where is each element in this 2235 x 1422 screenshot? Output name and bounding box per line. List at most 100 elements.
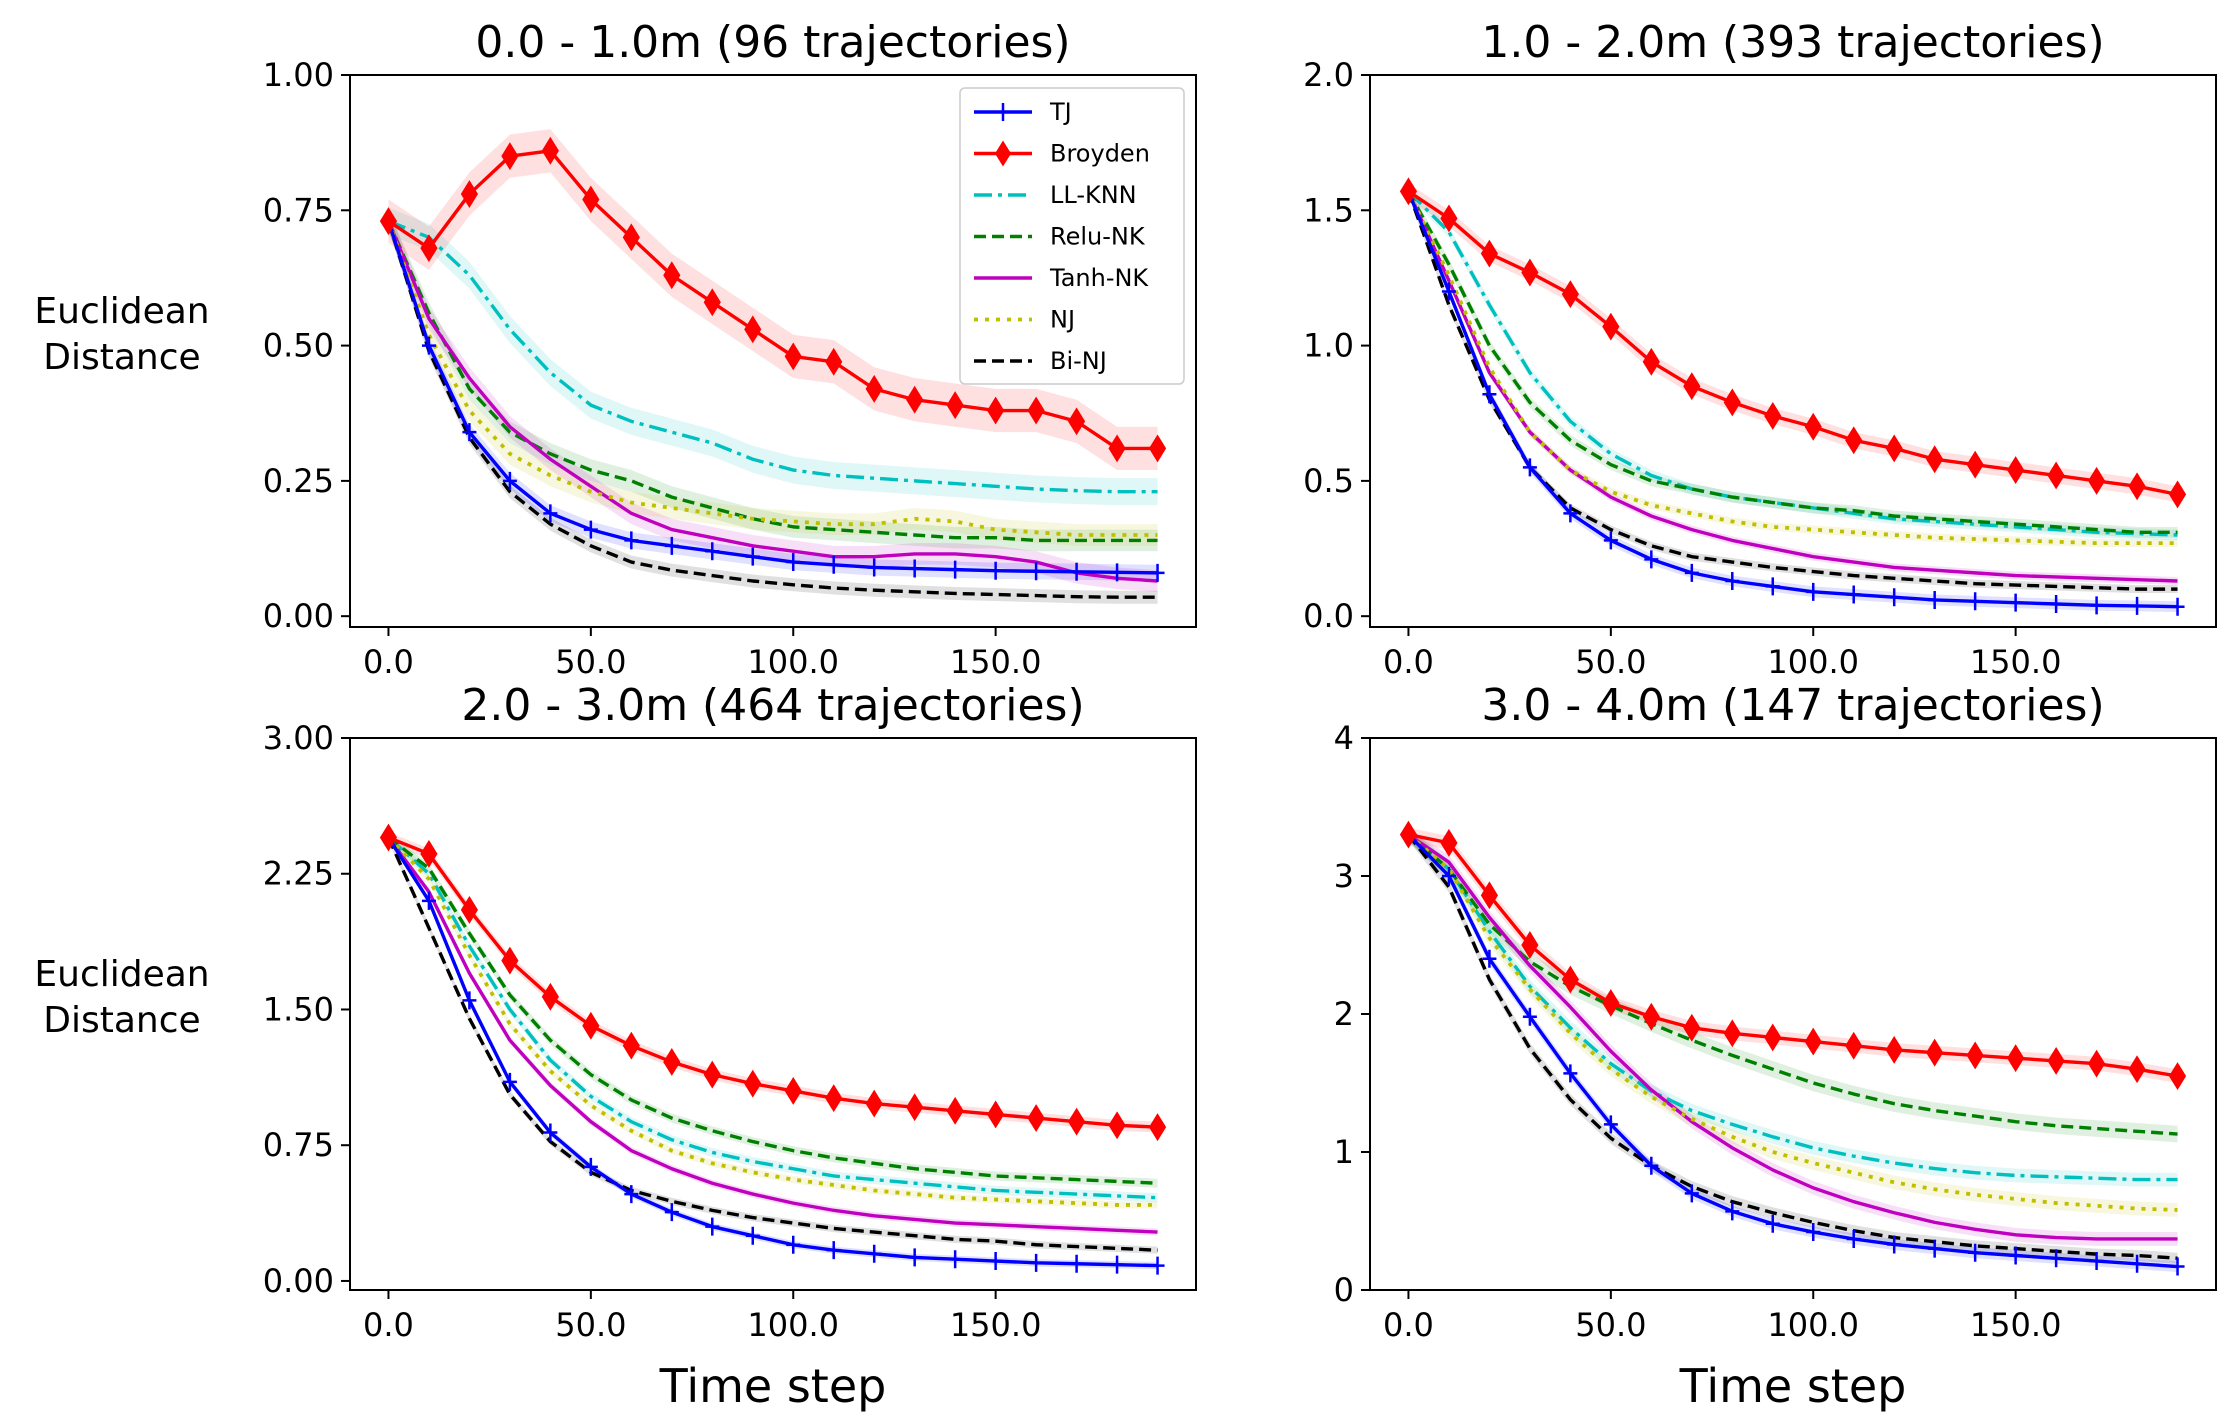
data-point-tj bbox=[1846, 1229, 1861, 1248]
series-line-bi-nj bbox=[386, 836, 1158, 1252]
legend-label-ll-knn: LL-KNN bbox=[1050, 181, 1137, 209]
data-point-broyden bbox=[1845, 426, 1863, 455]
data-point-tj bbox=[1110, 1255, 1125, 1274]
data-point-tj bbox=[462, 423, 477, 442]
data-point-broyden bbox=[865, 1089, 883, 1118]
data-point-broyden bbox=[987, 396, 1005, 425]
data-point-tj bbox=[2089, 1252, 2104, 1271]
plot-area bbox=[379, 823, 1167, 1275]
data-point-broyden bbox=[1027, 1104, 1045, 1133]
data-point-broyden bbox=[460, 180, 478, 209]
legend-marker-broyden bbox=[995, 140, 1011, 167]
y-tick-label: 2.0 bbox=[1303, 56, 1354, 94]
data-point-tj bbox=[543, 1123, 558, 1142]
data-point-tj bbox=[502, 471, 517, 490]
data-point-tj bbox=[1029, 562, 1044, 581]
y-tick-label: 1.5 bbox=[1303, 191, 1354, 229]
data-point-tj bbox=[745, 1226, 760, 1245]
data-point-broyden bbox=[784, 1076, 802, 1105]
y-tick-label: 1.50 bbox=[263, 990, 334, 1028]
y-tick-label: 4 bbox=[1334, 719, 1354, 757]
data-point-tj bbox=[1644, 550, 1659, 569]
data-point-broyden bbox=[2088, 466, 2106, 495]
data-point-broyden bbox=[987, 1100, 1005, 1129]
series-line-ll-knn bbox=[387, 219, 1158, 494]
data-point-tj bbox=[1968, 1243, 1983, 1262]
x-tick-label: 0.0 bbox=[1383, 1306, 1434, 1344]
data-point-broyden bbox=[1966, 450, 1984, 479]
data-point-broyden bbox=[1602, 989, 1620, 1017]
confidence-band-ll-knn bbox=[388, 207, 1158, 506]
data-point-tj bbox=[1150, 1256, 1165, 1275]
y-tick-label: 3 bbox=[1334, 857, 1354, 895]
data-point-tj bbox=[988, 561, 1003, 580]
data-point-broyden bbox=[2168, 1062, 2187, 1091]
legend-label-nj: NJ bbox=[1050, 306, 1075, 334]
y-tick-label: 1.00 bbox=[263, 56, 334, 94]
data-point-tj bbox=[1522, 458, 1537, 477]
y-tick-label: 1 bbox=[1334, 1133, 1354, 1171]
chart-title: 2.0 - 3.0m (464 trajectories) bbox=[461, 680, 1084, 731]
data-point-broyden bbox=[420, 234, 438, 263]
data-point-broyden bbox=[582, 185, 600, 214]
x-tick-label: 0.0 bbox=[363, 1306, 414, 1344]
data-point-broyden bbox=[1885, 434, 1903, 463]
series-line-relu-nk bbox=[386, 220, 1158, 543]
y-tick-label: 0.5 bbox=[1303, 462, 1354, 500]
data-point-broyden bbox=[744, 315, 762, 344]
data-point-broyden bbox=[825, 1084, 843, 1113]
data-point-broyden bbox=[1108, 1111, 1126, 1140]
data-point-broyden bbox=[420, 839, 438, 868]
data-point-broyden bbox=[2047, 1046, 2065, 1075]
data-point-broyden bbox=[2007, 1044, 2025, 1073]
series-line-tanh-nk bbox=[1407, 833, 2178, 1241]
data-point-broyden bbox=[1642, 347, 1660, 376]
x-tick-label: 150.0 bbox=[1970, 643, 2062, 681]
data-point-broyden bbox=[1723, 1019, 1741, 1048]
data-point-tj bbox=[2130, 596, 2145, 615]
data-point-tj bbox=[1603, 1115, 1618, 1134]
data-point-tj bbox=[1765, 1214, 1780, 1233]
data-point-tj bbox=[2170, 597, 2185, 616]
data-point-tj bbox=[1684, 1184, 1699, 1203]
data-point-tj bbox=[907, 559, 922, 578]
series-line-bi-nj bbox=[1407, 833, 2178, 1260]
data-point-tj bbox=[2170, 1257, 2185, 1276]
x-axis-label: Time step bbox=[659, 1359, 887, 1413]
data-point-tj bbox=[1482, 385, 1497, 404]
data-point-tj bbox=[421, 891, 436, 910]
data-point-broyden bbox=[1440, 204, 1458, 233]
y-tick-label: 3.00 bbox=[263, 719, 334, 757]
data-point-tj bbox=[421, 336, 436, 355]
confidence-band-relu-nk bbox=[1408, 826, 2178, 1143]
data-point-tj bbox=[583, 1157, 598, 1176]
data-point-broyden bbox=[1068, 407, 1086, 436]
data-point-tj bbox=[664, 536, 679, 555]
data-point-broyden bbox=[1440, 828, 1458, 857]
series-line-bi-nj bbox=[386, 220, 1158, 599]
data-point-broyden bbox=[2128, 1055, 2146, 1084]
data-point-tj bbox=[786, 1235, 801, 1254]
data-point-broyden bbox=[2007, 456, 2025, 485]
data-point-tj bbox=[1069, 1254, 1084, 1273]
data-point-tj bbox=[907, 1248, 922, 1267]
data-point-broyden bbox=[1561, 965, 1579, 994]
data-point-tj bbox=[1968, 592, 1983, 611]
series-line-tanh-nk bbox=[387, 836, 1158, 1234]
legend-label-tj: TJ bbox=[1049, 98, 1072, 126]
data-point-tj bbox=[1563, 504, 1578, 523]
data-point-tj bbox=[745, 547, 760, 566]
data-point-tj bbox=[1887, 588, 1902, 607]
series-line-ll-knn bbox=[1407, 833, 2178, 1182]
x-tick-label: 50.0 bbox=[1575, 1306, 1646, 1344]
y-tick-label: 0.75 bbox=[263, 1126, 334, 1164]
data-point-broyden bbox=[663, 1048, 681, 1076]
chart-panel-2: 1.0 - 2.0m (393 trajectories) 0.0 0.5 1.0 1.… bbox=[1303, 17, 2217, 681]
x-tick-label: 100.0 bbox=[1767, 643, 1859, 681]
y-tick-label: 0.00 bbox=[263, 1262, 334, 1300]
data-point-tj bbox=[2130, 1254, 2145, 1273]
data-point-broyden bbox=[906, 1093, 924, 1122]
data-point-broyden bbox=[744, 1069, 762, 1098]
data-point-tj bbox=[867, 1244, 882, 1263]
